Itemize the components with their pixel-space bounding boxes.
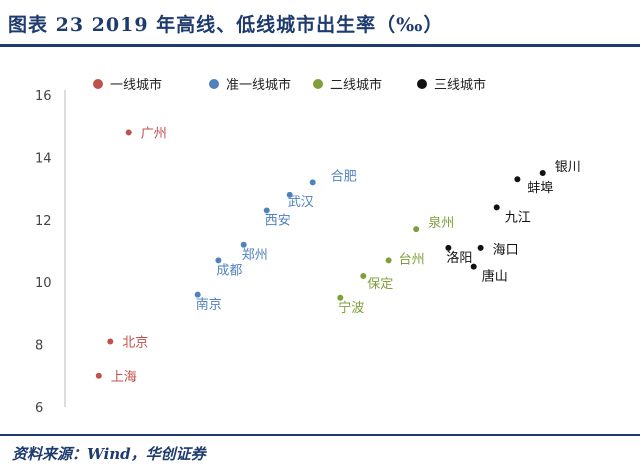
- data-label: 宁波: [338, 300, 364, 316]
- y-tick-label: 8: [35, 339, 43, 354]
- data-point: [413, 226, 420, 233]
- data-point: [477, 244, 484, 251]
- data-label: 九江: [505, 210, 531, 225]
- data-point: [385, 257, 392, 264]
- source-rule: [0, 434, 640, 436]
- data-point: [215, 257, 222, 264]
- legend-label: 三线城市: [434, 77, 486, 93]
- legend-label: 准一线城市: [226, 77, 291, 93]
- data-point: [194, 291, 201, 298]
- data-label: 泉州: [428, 215, 454, 231]
- data-point: [539, 170, 546, 176]
- data-label: 合肥: [331, 169, 357, 184]
- data-point: [493, 204, 500, 211]
- data-label: 保定: [367, 277, 393, 292]
- data-label: 广州: [141, 126, 167, 141]
- data-label: 北京: [122, 335, 148, 350]
- data-label: 成都: [216, 263, 242, 278]
- data-label: 南京: [196, 297, 222, 313]
- data-label: 西安: [265, 213, 291, 228]
- y-tick-label: 14: [35, 151, 52, 166]
- legend-marker: [209, 79, 219, 89]
- y-axis-group: 6 8 10 12 14 16: [35, 89, 66, 416]
- legend-label: 一线城市: [110, 77, 162, 93]
- data-label: 唐山: [482, 269, 508, 285]
- y-tick-label: 10: [35, 276, 52, 291]
- y-tick-label: 16: [35, 89, 52, 104]
- data-point: [95, 372, 102, 379]
- data-point: [337, 294, 344, 301]
- legend: 一线城市 准一线城市 二线城市 三线城市: [93, 77, 486, 93]
- data-label: 郑州: [242, 248, 268, 263]
- source-note: 资料来源：Wind，华创证券: [12, 445, 206, 463]
- data-label: 银川: [555, 160, 581, 175]
- data-point: [107, 338, 114, 345]
- y-tick-label: 12: [35, 214, 52, 229]
- data-point: [445, 244, 452, 251]
- title-rule: [0, 44, 640, 47]
- data-label: 洛阳: [446, 251, 472, 266]
- data-point: [286, 191, 293, 198]
- data-label: 海口: [493, 243, 519, 258]
- data-point: [514, 176, 521, 183]
- data-point: [309, 179, 316, 186]
- legend-label: 二线城市: [330, 77, 382, 93]
- data-point: [360, 272, 367, 279]
- data-point: [263, 207, 270, 214]
- chart-title: 图表 23 2019 年高线、低线城市出生率（‰）: [8, 14, 444, 36]
- legend-marker: [417, 79, 427, 89]
- data-point: [240, 241, 247, 248]
- data-label: 台州: [399, 252, 425, 267]
- legend-marker: [93, 79, 103, 89]
- legend-marker: [313, 79, 323, 89]
- y-tick-label: 6: [35, 401, 43, 416]
- data-point: [470, 263, 477, 270]
- data-label: 蚌埠: [527, 181, 553, 196]
- data-point: [125, 129, 132, 136]
- data-label: 上海: [111, 370, 137, 385]
- data-label: 武汉: [288, 195, 314, 210]
